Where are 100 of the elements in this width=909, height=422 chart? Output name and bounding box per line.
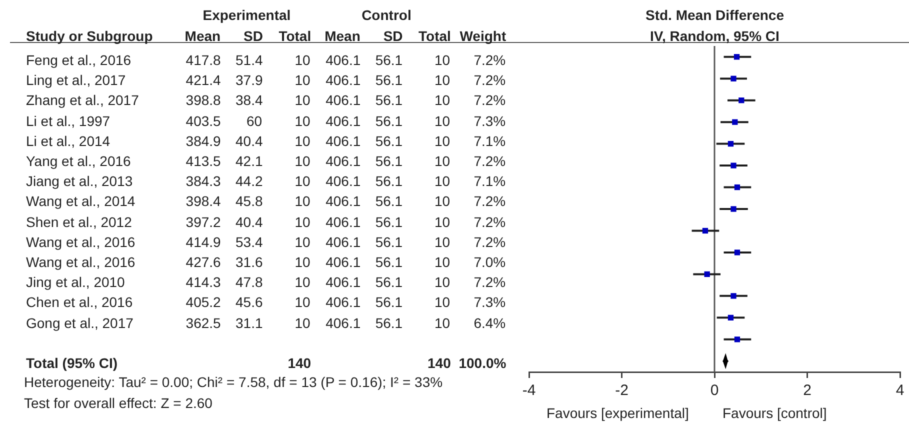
data-label: 406.1 [326, 92, 361, 108]
data-label: 56.1 [375, 72, 403, 88]
data-label: 56.1 [375, 52, 403, 68]
data-label: 10 [294, 314, 310, 331]
x-tick-label: -4 [522, 382, 536, 400]
data-label: 10 [294, 254, 310, 270]
data-label: 56.1 [375, 193, 403, 210]
data-label: 10 [294, 72, 310, 88]
data-label: 7.2% [474, 72, 506, 88]
x-tick-label: Total [418, 28, 451, 44]
data-label: 56.1 [375, 254, 403, 270]
data-label: 51.4 [236, 52, 263, 68]
data-label: 56.1 [375, 214, 403, 230]
data-label: 406.1 [326, 193, 361, 210]
data-label: 7.2% [474, 214, 506, 230]
x-tick-label: SD [244, 28, 263, 44]
y-axis-title: Study or Subgroup [26, 28, 153, 44]
data-label: 56.1 [375, 173, 403, 190]
x-tick-label: -2 [615, 382, 628, 400]
y-tick-label: Ling et al., 2017 [26, 72, 126, 88]
data-label: 10 [294, 274, 310, 290]
data-label: 10 [434, 92, 450, 108]
data-label: 45.6 [236, 294, 263, 310]
data-label: 414.9 [186, 234, 221, 250]
data-label: 10 [294, 112, 310, 129]
data-label: 10 [434, 173, 450, 190]
data-label: 406.1 [326, 214, 361, 230]
text: Control [362, 7, 412, 23]
y-tick-label: Zhang et al., 2017 [26, 92, 139, 108]
y-tick-label: Chen et al., 2016 [26, 294, 133, 310]
data-label: 56.1 [375, 294, 403, 310]
y-tick-label: Li et al., 1997 [26, 112, 110, 129]
data-label: 7.2% [474, 52, 506, 68]
text: Favours [control] [722, 405, 827, 421]
chart-title: Std. Mean Difference [646, 7, 784, 23]
data-label: 7.3% [474, 112, 506, 129]
data-label: 10 [294, 153, 310, 169]
data-label: 40.4 [236, 132, 263, 149]
data-label: 406.1 [326, 254, 361, 270]
data-label: 406.1 [326, 274, 361, 290]
y-tick-label: Jing et al., 2010 [26, 274, 125, 290]
x-tick-label: SD [383, 28, 403, 44]
data-label: 421.4 [186, 72, 221, 88]
annotation: Heterogeneity: Tau² = 0.00; Chi² = 7.58, df = 13 (P = 0.16); I² = 33% [24, 374, 443, 390]
data-label: 44.2 [236, 173, 263, 190]
data-label: 7.3% [474, 294, 506, 310]
data-label: 56.1 [375, 274, 403, 290]
data-label: 414.3 [186, 274, 221, 290]
data-label: 38.4 [236, 92, 263, 108]
data-label: 10 [434, 294, 450, 310]
x-tick-label: Mean [324, 28, 360, 44]
data-label: 10 [294, 193, 310, 210]
data-label: 56.1 [375, 314, 403, 331]
data-label: 10 [434, 274, 450, 290]
y-tick-label: Gong et al., 2017 [26, 314, 134, 331]
data-label: 405.2 [186, 294, 221, 310]
x-tick-label: Total [278, 28, 312, 44]
data-label: 398.4 [186, 193, 221, 210]
data-label: 42.1 [236, 153, 263, 169]
data-label: 7.1% [474, 132, 506, 149]
data-label: 10 [434, 72, 450, 88]
y-tick-label: Wang et al., 2016 [26, 234, 136, 250]
annotation: Test for overall effect: Z = 2.60 [24, 395, 212, 412]
data-label: 10 [294, 234, 310, 250]
data-label: 56.1 [375, 234, 403, 250]
x-tick-label: Mean [184, 28, 221, 44]
data-label: 10 [294, 52, 310, 68]
data-label: 10 [434, 254, 450, 270]
data-label: 10 [434, 214, 450, 230]
y-tick-label: Wang et al., 2016 [26, 254, 136, 270]
data-label: 427.6 [186, 254, 221, 270]
data-label: 406.1 [326, 153, 361, 169]
text: Experimental [202, 7, 291, 23]
data-label: 384.9 [186, 132, 221, 149]
data-label: 56.1 [375, 112, 403, 129]
data-label: 10 [434, 193, 450, 210]
data-label: 7.2% [474, 234, 506, 250]
text: Favours [experimental] [546, 405, 689, 421]
data-label: 10 [294, 92, 310, 108]
data-label: 10 [434, 314, 450, 331]
data-label: 417.8 [186, 52, 221, 68]
data-label: 56.1 [375, 92, 403, 108]
data-label: 140 [428, 355, 451, 371]
data-label: 10 [434, 132, 450, 149]
y-tick-label: Jiang et al., 2013 [26, 173, 133, 190]
data-label: 31.6 [236, 254, 263, 270]
data-label: 406.1 [326, 234, 361, 250]
data-label: 10 [434, 153, 450, 169]
x-tick-label: 0 [710, 382, 719, 400]
data-label: 10 [294, 214, 310, 230]
data-label: 56.1 [375, 132, 403, 149]
data-label: 406.1 [326, 314, 361, 331]
data-label: 56.1 [375, 153, 403, 169]
data-label: 100.0% [458, 355, 506, 371]
data-label: 362.5 [186, 314, 221, 331]
y-tick-label: Yang et al., 2016 [26, 153, 131, 169]
data-label: 60 [246, 112, 262, 129]
data-label: 406.1 [326, 52, 361, 68]
data-label: 406.1 [326, 294, 361, 310]
y-tick-label: Wang et al., 2014 [26, 193, 136, 210]
